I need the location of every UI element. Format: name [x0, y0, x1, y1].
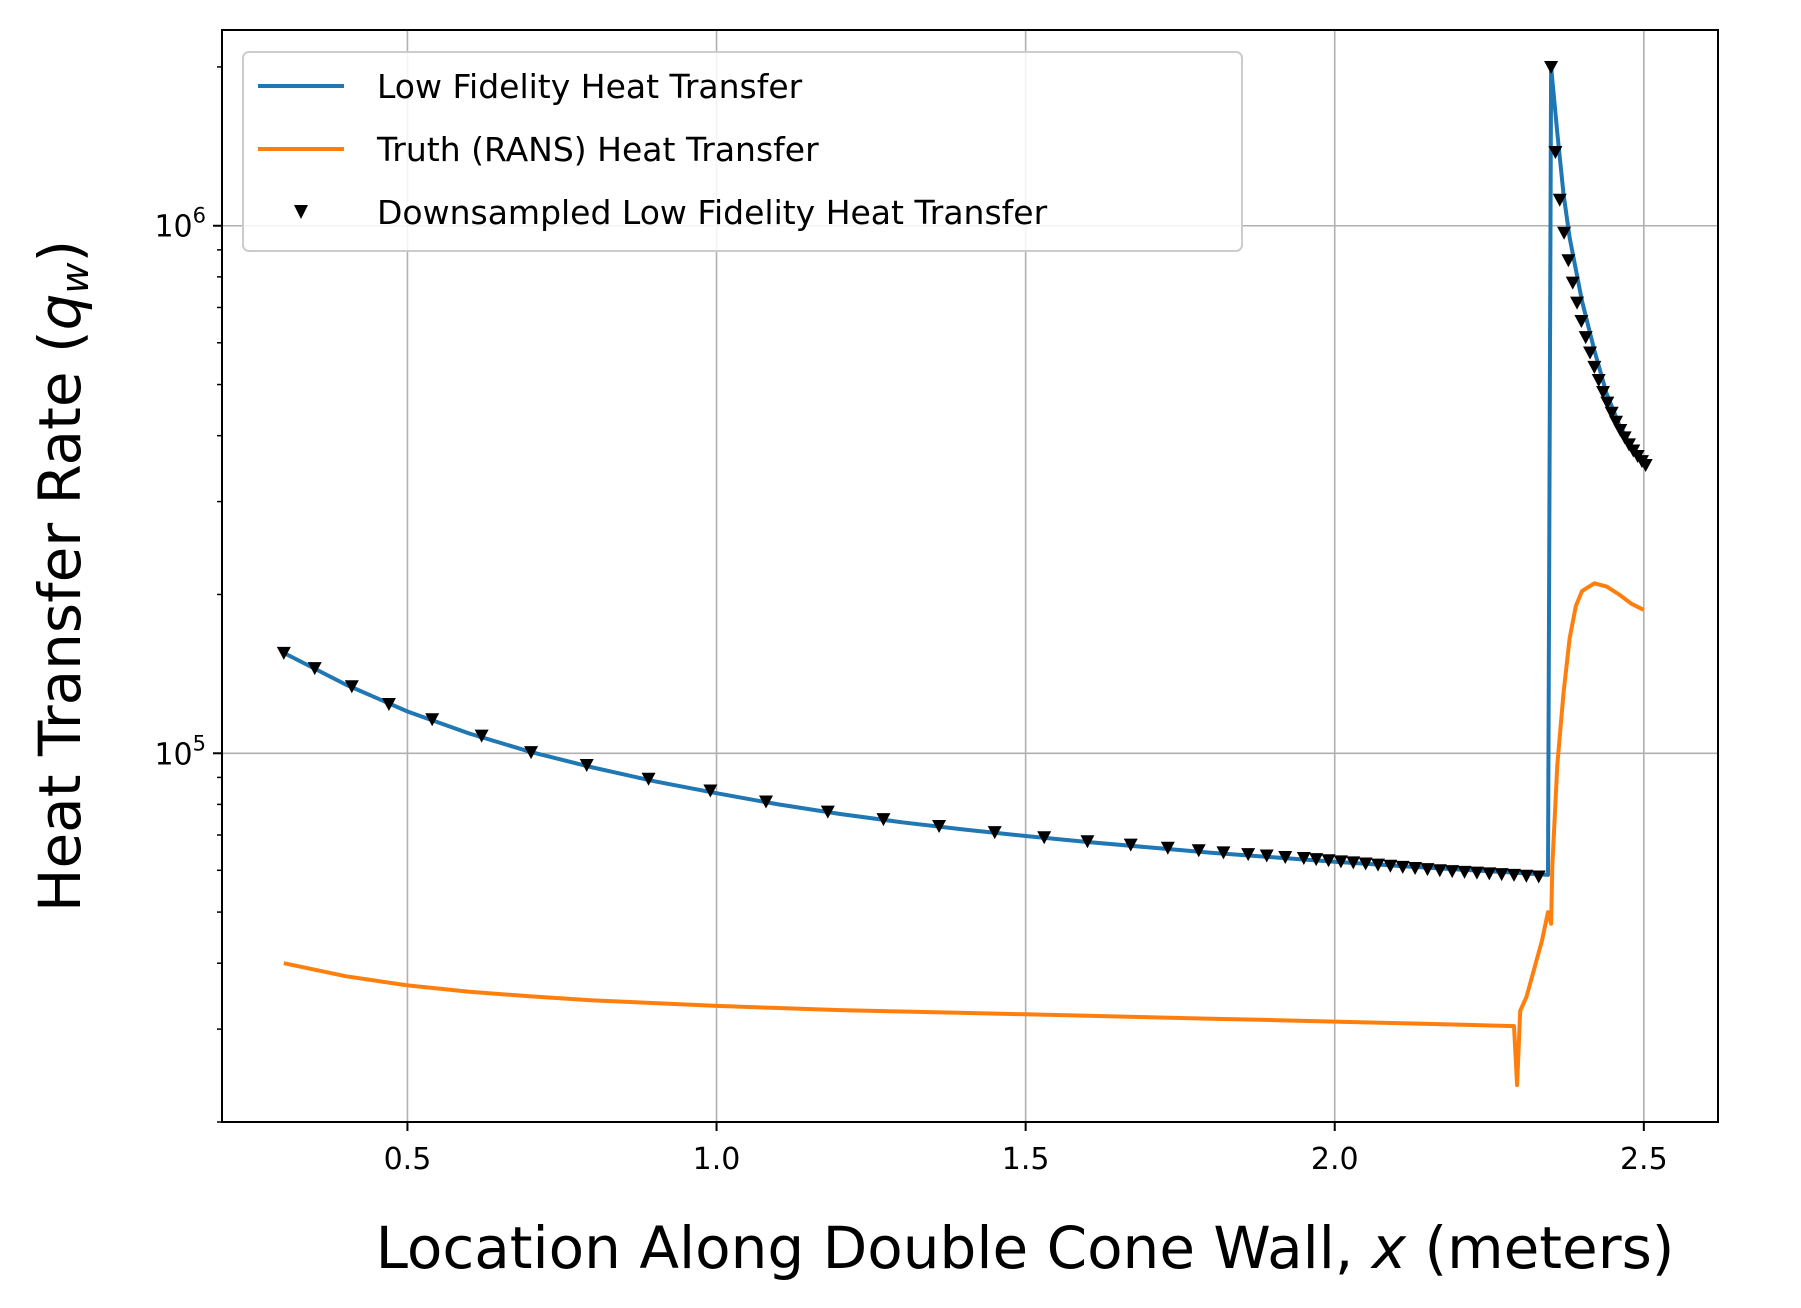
scatter-point — [307, 662, 322, 676]
scatter-point — [1552, 193, 1567, 207]
scatter-point — [1321, 854, 1336, 868]
scatter-point — [1591, 374, 1606, 388]
scatter-point — [1544, 60, 1559, 74]
scatter-point — [1395, 860, 1410, 874]
scatter-point — [703, 784, 718, 798]
scatter-point — [1531, 870, 1546, 884]
scatter-point — [1457, 865, 1472, 879]
scatter-point — [1638, 458, 1653, 472]
legend-label-downsampled: Downsampled Low Fidelity Heat Transfer — [377, 193, 1048, 232]
y-tick-label: 105 — [154, 731, 206, 772]
scatter-point — [344, 680, 359, 694]
scatter-point — [381, 697, 396, 711]
scatter-point — [1123, 838, 1138, 852]
scatter-point — [1604, 406, 1619, 420]
scatter-point — [1570, 296, 1585, 310]
scatter-point — [1557, 226, 1572, 240]
legend-box — [242, 51, 1243, 252]
series-line-1 — [283, 581, 1645, 1088]
scatter-point — [987, 826, 1002, 840]
scatter-point — [820, 805, 835, 819]
scatter-point — [524, 746, 539, 760]
scatter-point — [1241, 848, 1256, 862]
scatter-point — [474, 729, 489, 743]
scatter-point — [1160, 841, 1175, 855]
plot-frame — [221, 29, 1719, 1123]
x-axis-label: Location Along Double Cone Wall, x (mete… — [376, 1214, 1675, 1282]
scatter-point — [1578, 331, 1593, 345]
ticks: 0.5 1.0 1.5 2.0 2.5 105 106 — [154, 66, 1668, 1177]
x-tick-label: 1.0 — [693, 1142, 741, 1177]
scatter-point — [932, 820, 947, 834]
scatter-point — [1420, 863, 1435, 877]
scatter-point — [1309, 853, 1324, 867]
scatter-point — [1596, 386, 1611, 400]
scatter-point — [1519, 869, 1534, 883]
scatter-point — [1408, 862, 1423, 876]
series-layer — [276, 60, 1653, 1088]
scatter-point — [425, 713, 440, 727]
x-tick-label: 2.5 — [1620, 1142, 1668, 1177]
x-tick-label: 0.5 — [384, 1142, 432, 1177]
scatter-point — [1587, 360, 1602, 374]
scatter-point — [1346, 856, 1361, 870]
scatter-point — [1609, 415, 1623, 429]
scatter-point — [1548, 145, 1563, 159]
scatter-point — [1469, 866, 1484, 880]
scatter-point — [876, 813, 891, 827]
scatter-point — [1296, 852, 1311, 866]
scatter-point — [1080, 835, 1095, 849]
x-tick-label: 1.5 — [1002, 1142, 1050, 1177]
scatter-point — [1482, 867, 1497, 881]
x-tick-label: 2.0 — [1311, 1142, 1359, 1177]
legend: Low Fidelity Heat Transfer Truth (RANS) … — [242, 51, 1243, 252]
scatter-point — [1259, 849, 1274, 863]
scatter-point — [276, 646, 291, 660]
scatter-point — [1613, 424, 1628, 438]
scatter-point — [1494, 868, 1509, 882]
scatter-point — [1333, 855, 1348, 869]
series-line-0 — [282, 64, 1646, 877]
y-axis-label: Heat Transfer Rate (qw) — [26, 240, 97, 912]
scatter-point — [579, 759, 594, 773]
plot-area — [276, 60, 1653, 1088]
scatter-point — [1507, 868, 1521, 882]
scatter-point — [1574, 314, 1589, 328]
scatter-point — [1565, 276, 1580, 290]
scatter-point — [1278, 850, 1293, 864]
legend-label-low-fidelity: Low Fidelity Heat Transfer — [377, 67, 803, 106]
scatter-point — [1191, 844, 1206, 858]
scatter-point — [1383, 859, 1398, 873]
y-tick-label: 106 — [154, 204, 206, 245]
scatter-point — [1371, 858, 1385, 872]
scatter-point — [641, 772, 656, 786]
scatter-point — [1037, 831, 1052, 845]
scatter-point — [759, 795, 773, 809]
scatter-point — [1583, 346, 1598, 360]
scatter-point — [1561, 254, 1576, 268]
legend-label-truth: Truth (RANS) Heat Transfer — [376, 130, 819, 169]
scatter-point — [1432, 864, 1447, 878]
legend-marker-downsampled — [294, 205, 308, 219]
scatter-point — [1358, 857, 1373, 871]
scatter-point — [1216, 846, 1231, 860]
scatter-point — [1617, 431, 1632, 445]
scatter-point — [1445, 865, 1460, 879]
scatter-point — [1600, 396, 1615, 410]
